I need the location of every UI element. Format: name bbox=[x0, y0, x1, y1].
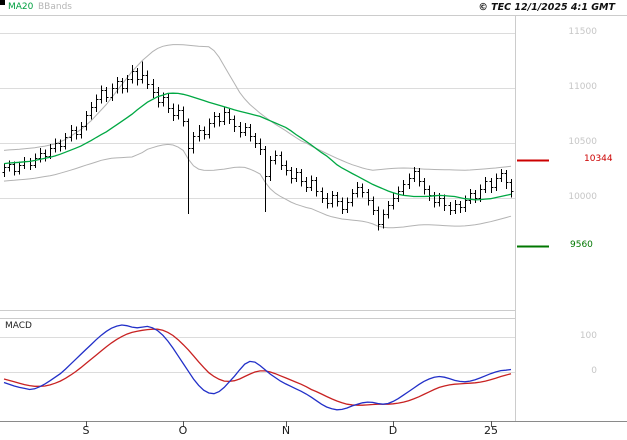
ma20-polyline bbox=[3, 92, 512, 201]
macd-lines bbox=[3, 324, 512, 411]
bband-upper-line bbox=[3, 44, 512, 171]
ma20-line bbox=[3, 92, 512, 201]
x-axis-label: 25 bbox=[484, 424, 498, 437]
price-tick-label: 10500 bbox=[568, 137, 597, 147]
x-axis-label: D bbox=[388, 424, 398, 437]
signal-polyline bbox=[3, 328, 512, 406]
x-axis-label: N bbox=[281, 424, 291, 437]
x-axis-label: O bbox=[178, 424, 188, 437]
level-lines bbox=[517, 159, 549, 248]
resistance-level-label: 10344 bbox=[584, 154, 613, 164]
copyright-text: © TEC 12/1/2025 4:1 GMT bbox=[478, 2, 615, 13]
candlestick-series bbox=[2, 61, 514, 231]
ma20-legend: MA20 bbox=[8, 2, 34, 12]
price-tick-label: 10000 bbox=[568, 192, 597, 202]
bband-lower-line bbox=[3, 143, 512, 229]
ohlc-bars bbox=[2, 61, 514, 231]
macd-polyline bbox=[3, 324, 512, 411]
macd-tick-label: 100 bbox=[579, 331, 597, 341]
bbands-legend: BBands bbox=[38, 2, 72, 12]
bollinger-bands bbox=[3, 44, 512, 229]
corner-mark bbox=[0, 0, 5, 5]
price-tick-label: 11500 bbox=[568, 27, 597, 37]
macd-tick-label: 0 bbox=[591, 366, 597, 376]
price-tick-label: 11000 bbox=[568, 82, 597, 92]
axes-borders bbox=[0, 15, 627, 427]
support-level-label: 9560 bbox=[570, 240, 593, 250]
x-axis-label: S bbox=[82, 424, 90, 437]
macd-panel-label: MACD bbox=[5, 321, 32, 331]
